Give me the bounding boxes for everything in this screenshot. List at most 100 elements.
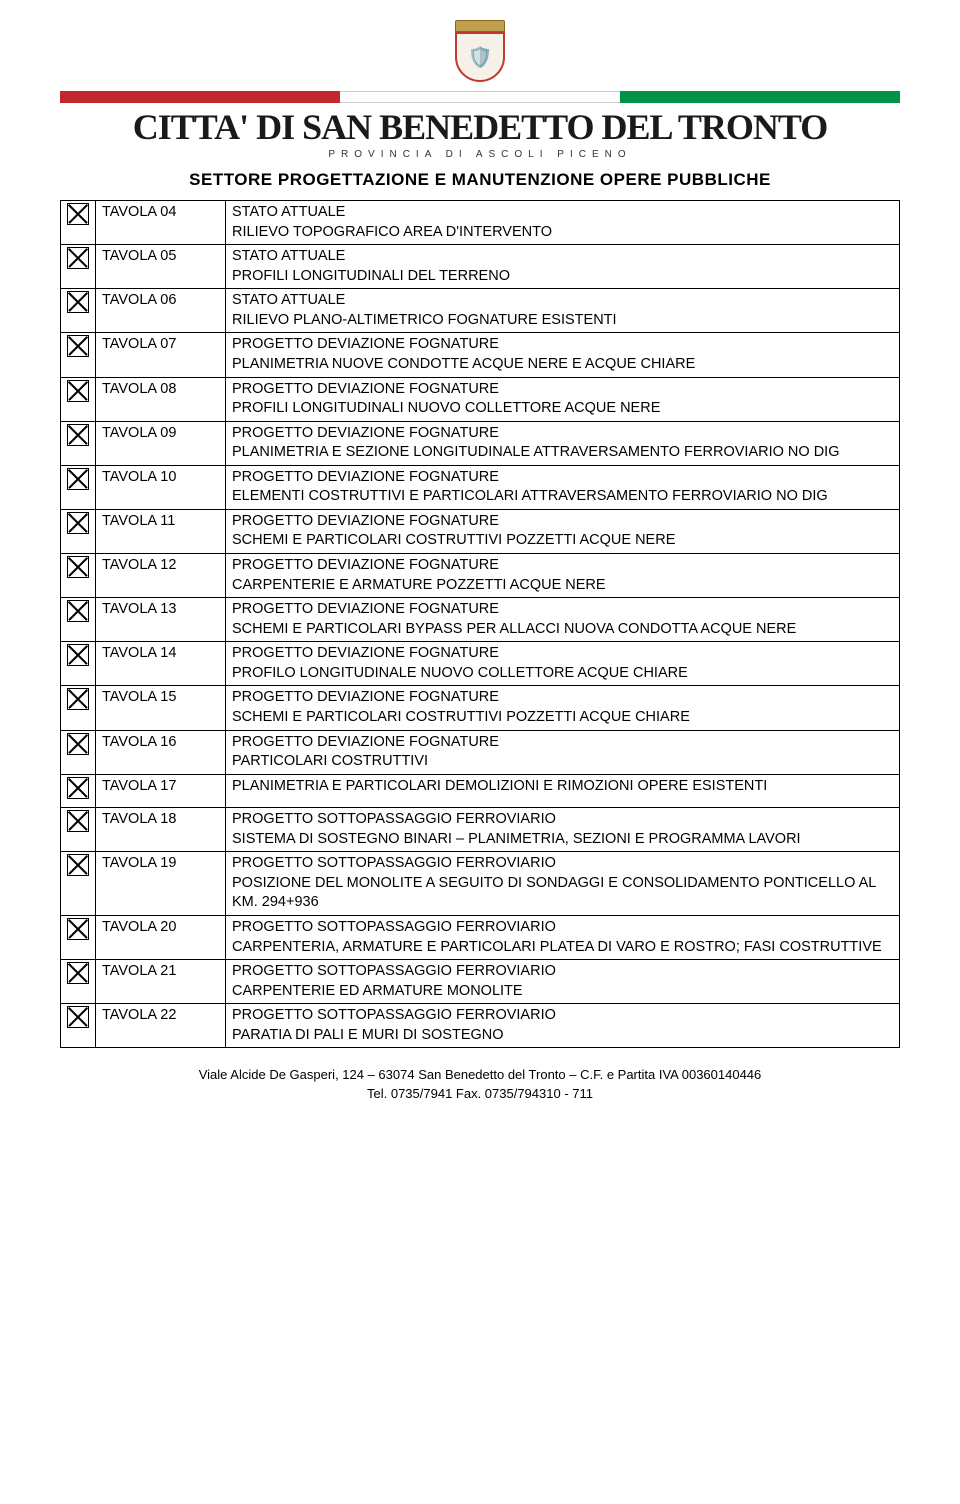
tavola-label: TAVOLA 10	[96, 465, 226, 509]
checkbox-cell	[61, 421, 96, 465]
tavola-description: PROGETTO SOTTOPASSAGGIO FERROVIARIOPARAT…	[226, 1004, 900, 1048]
tavola-description: PROGETTO DEVIAZIONE FOGNATUREPROFILO LON…	[226, 642, 900, 686]
checkbox-cell	[61, 509, 96, 553]
tavola-label: TAVOLA 18	[96, 808, 226, 852]
checkbox-cell	[61, 377, 96, 421]
checked-box-icon	[67, 468, 89, 490]
checked-box-icon	[67, 600, 89, 622]
tavola-label: TAVOLA 11	[96, 509, 226, 553]
tavola-table: TAVOLA 04STATO ATTUALERILIEVO TOPOGRAFIC…	[60, 200, 900, 1048]
table-row: TAVOLA 19PROGETTO SOTTOPASSAGGIO FERROVI…	[61, 852, 900, 916]
table-row: TAVOLA 11PROGETTO DEVIAZIONE FOGNATURESC…	[61, 509, 900, 553]
tavola-label: TAVOLA 14	[96, 642, 226, 686]
checked-box-icon	[67, 962, 89, 984]
table-row: TAVOLA 22PROGETTO SOTTOPASSAGGIO FERROVI…	[61, 1004, 900, 1048]
checkbox-cell	[61, 465, 96, 509]
tavola-description: PROGETTO DEVIAZIONE FOGNATURESCHEMI E PA…	[226, 598, 900, 642]
table-row: TAVOLA 09PROGETTO DEVIAZIONE FOGNATUREPL…	[61, 421, 900, 465]
table-row: TAVOLA 17PLANIMETRIA E PARTICOLARI DEMOL…	[61, 774, 900, 808]
checkbox-cell	[61, 201, 96, 245]
tavola-description: PROGETTO SOTTOPASSAGGIO FERROVIARIOSISTE…	[226, 808, 900, 852]
tavola-label: TAVOLA 17	[96, 774, 226, 808]
city-name: CITTA' DI SAN BENEDETTO DEL TRONTO	[60, 109, 900, 145]
tavola-description: PROGETTO DEVIAZIONE FOGNATURESCHEMI E PA…	[226, 686, 900, 730]
tavola-description: PROGETTO DEVIAZIONE FOGNATUREPLANIMETRIA…	[226, 421, 900, 465]
checked-box-icon	[67, 291, 89, 313]
tavola-description: PROGETTO DEVIAZIONE FOGNATUREPLANIMETRIA…	[226, 333, 900, 377]
province-name: PROVINCIA DI ASCOLI PICENO	[60, 149, 900, 160]
table-row: TAVOLA 13PROGETTO DEVIAZIONE FOGNATURESC…	[61, 598, 900, 642]
table-row: TAVOLA 04STATO ATTUALERILIEVO TOPOGRAFIC…	[61, 201, 900, 245]
table-row: TAVOLA 14PROGETTO DEVIAZIONE FOGNATUREPR…	[61, 642, 900, 686]
tavola-label: TAVOLA 09	[96, 421, 226, 465]
checked-box-icon	[67, 733, 89, 755]
tavola-description: PROGETTO SOTTOPASSAGGIO FERROVIARIOCARPE…	[226, 916, 900, 960]
table-row: TAVOLA 16PROGETTO DEVIAZIONE FOGNATUREPA…	[61, 730, 900, 774]
table-row: TAVOLA 18PROGETTO SOTTOPASSAGGIO FERROVI…	[61, 808, 900, 852]
city-crest-icon: 🛡️	[455, 20, 505, 85]
checked-box-icon	[67, 1006, 89, 1028]
tavola-description: PLANIMETRIA E PARTICOLARI DEMOLIZIONI E …	[226, 774, 900, 808]
tavola-description: PROGETTO DEVIAZIONE FOGNATURESCHEMI E PA…	[226, 509, 900, 553]
checkbox-cell	[61, 245, 96, 289]
checkbox-cell	[61, 730, 96, 774]
tavola-description: PROGETTO SOTTOPASSAGGIO FERROVIARIOPOSIZ…	[226, 852, 900, 916]
tavola-label: TAVOLA 19	[96, 852, 226, 916]
tavola-label: TAVOLA 05	[96, 245, 226, 289]
tavola-label: TAVOLA 16	[96, 730, 226, 774]
checkbox-cell	[61, 642, 96, 686]
checkbox-cell	[61, 852, 96, 916]
tavola-description: STATO ATTUALERILIEVO PLANO-ALTIMETRICO F…	[226, 289, 900, 333]
table-row: TAVOLA 20PROGETTO SOTTOPASSAGGIO FERROVI…	[61, 916, 900, 960]
table-row: TAVOLA 10PROGETTO DEVIAZIONE FOGNATUREEL…	[61, 465, 900, 509]
page-footer: Viale Alcide De Gasperi, 124 – 63074 San…	[60, 1066, 900, 1102]
tavola-label: TAVOLA 15	[96, 686, 226, 730]
department-title: SETTORE PROGETTAZIONE E MANUTENZIONE OPE…	[60, 170, 900, 190]
table-row: TAVOLA 21PROGETTO SOTTOPASSAGGIO FERROVI…	[61, 960, 900, 1004]
footer-line-2: Tel. 0735/7941 Fax. 0735/794310 - 711	[60, 1085, 900, 1103]
table-row: TAVOLA 06STATO ATTUALERILIEVO PLANO-ALTI…	[61, 289, 900, 333]
checked-box-icon	[67, 335, 89, 357]
checkbox-cell	[61, 1004, 96, 1048]
tavola-description: PROGETTO DEVIAZIONE FOGNATUREPROFILI LON…	[226, 377, 900, 421]
tavola-label: TAVOLA 07	[96, 333, 226, 377]
checkbox-cell	[61, 808, 96, 852]
checked-box-icon	[67, 380, 89, 402]
checked-box-icon	[67, 203, 89, 225]
letterhead: 🛡️ CITTA' DI SAN BENEDETTO DEL TRONTO PR…	[60, 20, 900, 190]
tavola-label: TAVOLA 21	[96, 960, 226, 1004]
tavola-description: STATO ATTUALERILIEVO TOPOGRAFICO AREA D'…	[226, 201, 900, 245]
checkbox-cell	[61, 554, 96, 598]
footer-line-1: Viale Alcide De Gasperi, 124 – 63074 San…	[60, 1066, 900, 1084]
tavola-label: TAVOLA 20	[96, 916, 226, 960]
tavola-label: TAVOLA 13	[96, 598, 226, 642]
checked-box-icon	[67, 688, 89, 710]
checkbox-cell	[61, 333, 96, 377]
checkbox-cell	[61, 598, 96, 642]
table-row: TAVOLA 07PROGETTO DEVIAZIONE FOGNATUREPL…	[61, 333, 900, 377]
tavola-label: TAVOLA 06	[96, 289, 226, 333]
checkbox-cell	[61, 774, 96, 808]
tavola-description: PROGETTO DEVIAZIONE FOGNATURECARPENTERIE…	[226, 554, 900, 598]
checked-box-icon	[67, 644, 89, 666]
tavola-description: PROGETTO SOTTOPASSAGGIO FERROVIARIOCARPE…	[226, 960, 900, 1004]
checkbox-cell	[61, 686, 96, 730]
table-row: TAVOLA 12PROGETTO DEVIAZIONE FOGNATURECA…	[61, 554, 900, 598]
tavola-label: TAVOLA 12	[96, 554, 226, 598]
checked-box-icon	[67, 556, 89, 578]
table-row: TAVOLA 08PROGETTO DEVIAZIONE FOGNATUREPR…	[61, 377, 900, 421]
checked-box-icon	[67, 247, 89, 269]
document-page: 🛡️ CITTA' DI SAN BENEDETTO DEL TRONTO PR…	[0, 0, 960, 1133]
checkbox-cell	[61, 916, 96, 960]
tavola-description: STATO ATTUALEPROFILI LONGITUDINALI DEL T…	[226, 245, 900, 289]
table-row: TAVOLA 05STATO ATTUALEPROFILI LONGITUDIN…	[61, 245, 900, 289]
checked-box-icon	[67, 854, 89, 876]
tavola-description: PROGETTO DEVIAZIONE FOGNATUREELEMENTI CO…	[226, 465, 900, 509]
checkbox-cell	[61, 289, 96, 333]
checked-box-icon	[67, 424, 89, 446]
checked-box-icon	[67, 512, 89, 534]
tavola-label: TAVOLA 08	[96, 377, 226, 421]
checked-box-icon	[67, 918, 89, 940]
tavola-description: PROGETTO DEVIAZIONE FOGNATUREPARTICOLARI…	[226, 730, 900, 774]
tavola-label: TAVOLA 04	[96, 201, 226, 245]
